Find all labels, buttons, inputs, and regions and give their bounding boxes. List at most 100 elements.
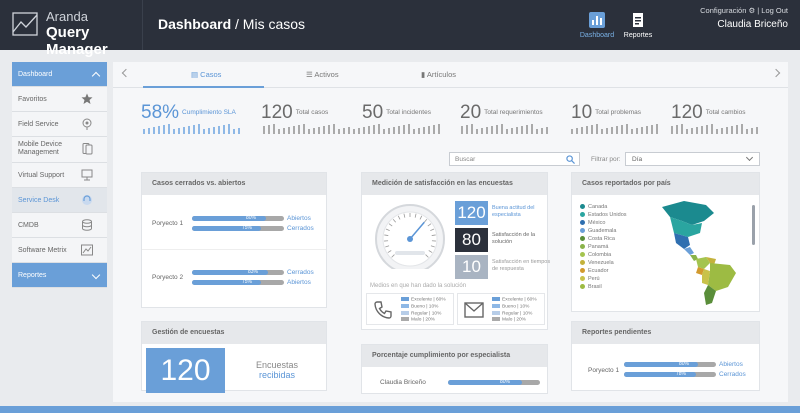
tab-activos[interactable]: ☰ Activos — [306, 70, 339, 79]
bar-fill-closed — [192, 280, 261, 285]
tick-mark — [536, 129, 538, 134]
country-legend-item: Panamá — [580, 243, 627, 251]
country-color-dot — [580, 236, 585, 242]
gauge-tick — [384, 234, 389, 236]
sat-label-attitude: Buena actitud del especialista — [492, 205, 535, 218]
monitor-icon — [81, 169, 93, 181]
kpi-value: 120 — [261, 102, 293, 123]
card-title: Gestión de encuestas — [142, 322, 326, 344]
bar-fill-open — [192, 216, 266, 221]
sidebar-item-label: Virtual Support — [18, 172, 65, 179]
project-label: Poryecto 1 — [588, 367, 620, 374]
bar-value: 75% — [242, 225, 253, 231]
brand-product: Query Manager — [46, 24, 108, 58]
mail-icon — [464, 302, 484, 318]
tick-mark — [651, 125, 653, 134]
gauge-tick — [419, 215, 423, 220]
config-logout-links[interactable]: Configuración ⚙ | Log Out — [700, 6, 788, 15]
tick-mark — [586, 126, 588, 134]
card-title: Medición de satisfacción en las encuesta… — [362, 173, 547, 195]
sidebar-item-reportes[interactable]: Reportes — [12, 263, 107, 288]
gauge-tick — [385, 228, 390, 231]
sidebar-item-software-metrix[interactable]: Software Metrix — [12, 238, 107, 263]
card-compliance: Porcentaje cumplimiento por especialista… — [361, 344, 548, 394]
brand[interactable]: Aranda Query Manager — [0, 0, 143, 58]
card-satisfaction: Medición de satisfacción en las encuesta… — [361, 172, 550, 330]
gauge-tick — [430, 228, 435, 231]
bar-value: 83% — [248, 269, 259, 275]
bar-chart-icon — [589, 12, 605, 28]
tick-mark — [388, 128, 390, 134]
sidebar-item-mdm[interactable]: Mobile Device Management — [12, 137, 107, 163]
gauge-tick — [423, 218, 428, 223]
americas-map — [662, 201, 736, 305]
country-color-dot — [580, 284, 585, 290]
project-label: Poryecto 2 — [152, 274, 184, 281]
tick-mark — [203, 129, 205, 134]
legend-label: Excelente — [502, 297, 524, 303]
tick-mark — [541, 128, 543, 134]
tick-mark — [178, 128, 180, 134]
tab-casos[interactable]: ▤ Casos — [191, 70, 221, 79]
card-title: Reportes pendientes — [572, 322, 759, 344]
search-icon — [566, 155, 575, 164]
phone-legend: Excelente | 60% Bueno | 10% Regular | 10… — [401, 297, 446, 324]
tick-mark — [466, 125, 468, 134]
legend-pct: 10% — [522, 310, 533, 316]
tab-label: Activos — [314, 70, 339, 79]
legend-open: Abiertos — [287, 279, 311, 286]
sidebar-item-cmdb[interactable]: CMDB — [12, 213, 107, 238]
tick-mark — [293, 126, 295, 134]
tick-mark — [278, 129, 280, 134]
arrow-left-icon[interactable] — [121, 68, 131, 78]
sidebar-item-label: Favoritos — [18, 96, 47, 103]
location-pin-icon — [82, 118, 92, 130]
bar-track: 75% — [192, 279, 284, 285]
country-color-dot — [580, 276, 585, 282]
sidebar-item-label: Field Service — [18, 121, 59, 128]
sidebar-item-label: Mobile Device Management — [18, 141, 62, 156]
tick-mark — [681, 124, 683, 134]
folder-icon: ▤ — [191, 70, 201, 79]
bar-track: 83% — [192, 269, 284, 275]
sidebar-item-service-desk[interactable]: Service Desk — [12, 188, 107, 213]
nav-reportes[interactable]: Reportes — [614, 0, 662, 50]
sidebar-item-favoritos[interactable]: Favoritos — [12, 87, 107, 112]
legend-label: Malo — [411, 317, 422, 323]
gauge-tick — [388, 223, 393, 227]
gauge-tick — [425, 254, 429, 258]
country-legend-item: Costa Rica — [580, 235, 627, 243]
report-icon — [633, 13, 643, 27]
arrow-right-icon[interactable] — [771, 68, 781, 78]
country-legend: Canada Estados Unidos México Guademala Costa… — [580, 203, 627, 291]
gauge-tick — [403, 213, 406, 218]
tick-mark — [571, 129, 573, 134]
search-input[interactable]: Buscar — [449, 152, 580, 166]
tick-mark — [428, 126, 430, 134]
tick-mark — [363, 127, 365, 134]
page-title: Dashboard / Mis casos — [158, 16, 305, 32]
tick-mark — [716, 129, 718, 134]
tick-mark — [611, 127, 613, 134]
username[interactable]: Claudia Briceño — [717, 19, 788, 30]
legend-open: Abiertos — [287, 215, 311, 222]
filter-select[interactable]: Día — [625, 152, 760, 166]
country-name: Venezuela — [588, 260, 614, 266]
tick-mark — [726, 127, 728, 134]
surveys-count: 120 — [146, 348, 225, 393]
sidebar-item-virtual-support[interactable]: Virtual Support — [12, 163, 107, 188]
nav-dashboard[interactable]: Dashboard — [573, 0, 621, 50]
tab-articulos[interactable]: ▮ Artículos — [421, 70, 456, 79]
scrollbar[interactable] — [752, 205, 755, 245]
legend-label: Regular — [411, 310, 428, 316]
app-header: Aranda Query Manager Dashboard / Mis cas… — [0, 0, 800, 58]
legend-pct: 20% — [516, 317, 526, 323]
sidebar-item-field-service[interactable]: Field Service — [12, 112, 107, 137]
tick-mark — [143, 129, 145, 134]
sidebar-item-dashboard[interactable]: Dashboard — [12, 62, 107, 87]
phone-channel: Excelente | 60% Bueno | 10% Regular | 10… — [366, 293, 454, 325]
kpi-sla-ticks — [143, 124, 240, 134]
kpi-label: Total incidentes — [386, 109, 431, 116]
project-label: Poryecto 1 — [152, 220, 184, 227]
bar-value: 80% — [679, 361, 690, 367]
